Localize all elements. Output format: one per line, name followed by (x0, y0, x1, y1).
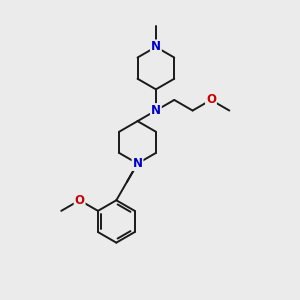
Text: O: O (206, 93, 216, 106)
Text: O: O (75, 194, 85, 207)
Text: N: N (151, 40, 161, 53)
Text: N: N (151, 104, 161, 117)
Text: N: N (133, 157, 142, 170)
